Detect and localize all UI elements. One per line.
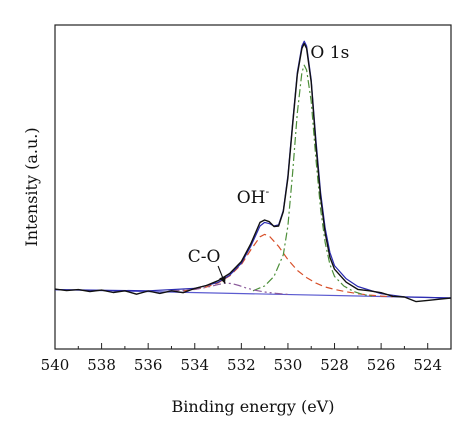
annotation-layer: O 1s OH- C-O [188, 43, 349, 284]
annotation-arrowhead [219, 275, 226, 284]
y-axis-title: Intensity (a.u.) [22, 127, 41, 246]
series-measured [54, 42, 452, 303]
x-tick-label: 534 [180, 356, 209, 374]
x-tick-label: 524 [413, 356, 442, 374]
series-component-o-1s [252, 64, 372, 297]
series-fitted-envelope [54, 40, 452, 299]
x-tick-label: 532 [227, 356, 256, 374]
series-component-c-o [171, 282, 288, 295]
x-axis-title: Binding energy (eV) [172, 397, 335, 416]
x-tick-label: 526 [367, 356, 396, 374]
series-layer [54, 40, 452, 303]
series-component-oh- [183, 233, 393, 298]
x-tick-label: 528 [320, 356, 349, 374]
annotation-label: C-O [188, 247, 221, 267]
plot-frame [54, 24, 452, 350]
x-tick-label: 540 [41, 356, 70, 374]
annotation-label: OH- [237, 185, 270, 208]
x-tick-label: 536 [134, 356, 163, 374]
x-axis-ticks: 540 538 536 534 532 530 528 526 524 [41, 343, 442, 374]
x-tick-label: 530 [274, 356, 303, 374]
annotation-label: O 1s [310, 43, 349, 63]
x-tick-label: 538 [87, 356, 116, 374]
